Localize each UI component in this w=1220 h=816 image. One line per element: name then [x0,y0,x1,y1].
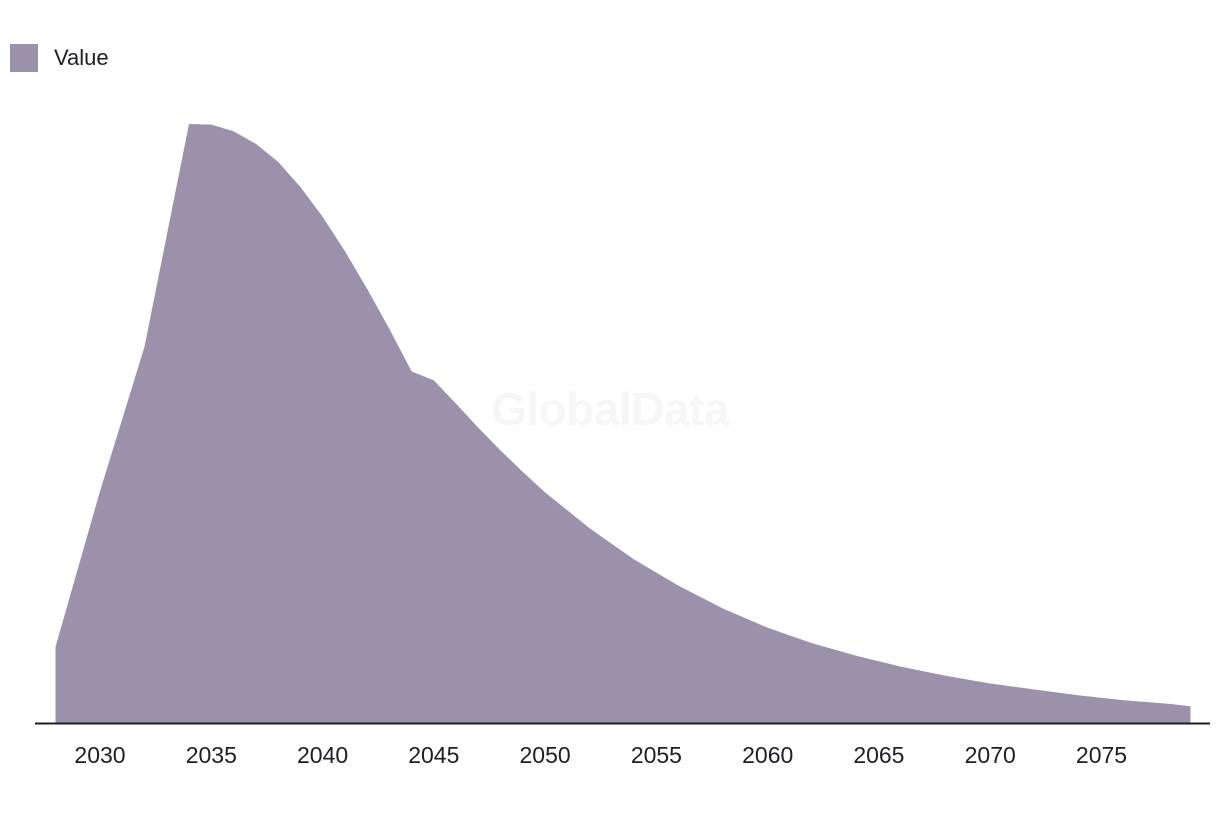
legend-label: Value [54,45,109,70]
x-tick-label-2065: 2065 [853,742,904,768]
legend-swatch [10,44,38,72]
x-tick-label-2055: 2055 [631,742,682,768]
x-tick-label-2030: 2030 [74,742,125,768]
watermark: GlobalData [491,383,729,435]
x-tick-label-2050: 2050 [520,742,571,768]
legend: Value [10,44,109,72]
x-tick-label-2040: 2040 [297,742,348,768]
series-area-value [55,124,1191,723]
x-tick-label-2035: 2035 [186,742,237,768]
x-tick-label-2045: 2045 [408,742,459,768]
x-tick-label-2060: 2060 [742,742,793,768]
x-tick-label-2075: 2075 [1076,742,1127,768]
x-tick-label-2070: 2070 [965,742,1016,768]
x-axis-ticks: 2030 2035 2040 2045 2050 2055 2060 2065 2070 2075 [74,742,1127,768]
